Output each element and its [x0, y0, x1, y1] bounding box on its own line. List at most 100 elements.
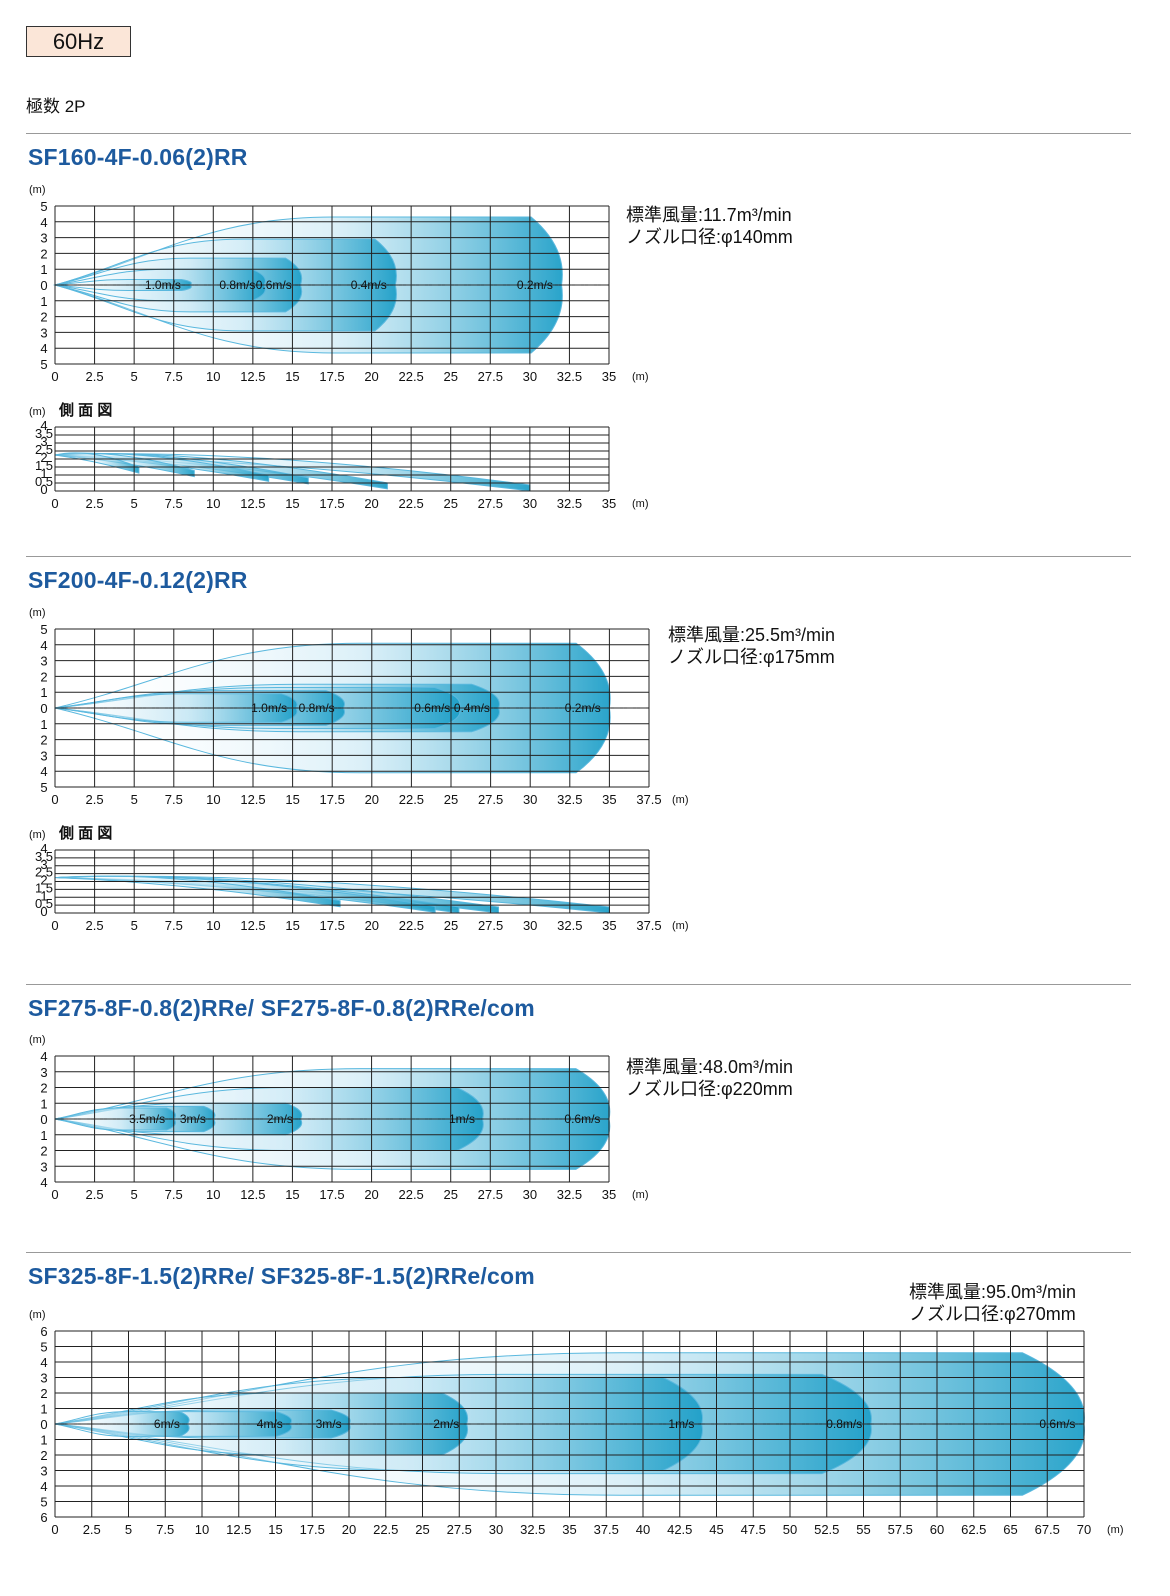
x-tick-label: 30 [523, 1187, 537, 1202]
y-tick-label: 2 [40, 450, 47, 465]
velocity-label: 4m/s [257, 1417, 283, 1431]
x-tick-label: 22.5 [399, 918, 424, 933]
x-tick-label: 67.5 [1035, 1522, 1060, 1537]
spec-block: 標準風量:25.5m³/min ノズル口径:φ175mm [668, 624, 835, 668]
x-tick-label: 37.5 [594, 1522, 619, 1537]
x-tick-label: 5 [131, 496, 138, 511]
x-tick-label: 2.5 [83, 1522, 101, 1537]
x-tick-label: 25 [444, 792, 458, 807]
chart-0: 0 2.5 5 7.5 10 12.5 15 17.5 20 22.5 25 27.5 30 32.5 35… [29, 184, 649, 384]
x-tick-label: 60 [930, 1522, 944, 1537]
side-view-title: 側 面 図 [58, 401, 112, 419]
x-tick-label: 0 [51, 1522, 58, 1537]
x-tick-label: 10 [206, 918, 220, 933]
nozzle-spec: ノズル口径:φ270mm [909, 1304, 1076, 1324]
x-tick-label: 10 [206, 496, 220, 511]
y-tick-label: 1 [40, 1128, 47, 1143]
x-tick-label: 25 [444, 918, 458, 933]
x-tick-label: 27.5 [478, 496, 503, 511]
y-unit-label: (m) [29, 1034, 46, 1046]
y-tick-label: 1 [40, 888, 47, 903]
airflow-spec: 標準風量:95.0m³/min [909, 1282, 1077, 1302]
x-tick-label: 12.5 [226, 1522, 251, 1537]
y-unit-label: (m) [29, 829, 46, 841]
x-tick-label: 5 [131, 1187, 138, 1202]
velocity-label: 0.2m/s [517, 278, 553, 292]
velocity-label: 0.8m/s [299, 701, 335, 715]
airflow-spec: 標準風量:25.5m³/min [668, 625, 836, 645]
x-tick-label: 25 [415, 1522, 429, 1537]
x-tick-label: 30 [523, 918, 537, 933]
y-tick-label: 5 [40, 357, 47, 372]
y-tick-label: 5 [40, 780, 47, 795]
chart-1: 0 2.5 5 7.5 10 12.5 15 17.5 20 22.5 25 27.5 30 32.5 35… [29, 401, 649, 511]
x-tick-label: 20 [364, 1187, 378, 1202]
x-tick-label: 5 [125, 1522, 132, 1537]
x-tick-label: 0 [51, 496, 58, 511]
nozzle-spec: ノズル口径:φ140mm [626, 227, 793, 247]
x-tick-label: 12.5 [240, 918, 265, 933]
velocity-label: 0.6m/s [256, 278, 292, 292]
y-tick-label: 0.5 [35, 474, 53, 489]
airflow-spec: 標準風量:11.7m³/min [626, 205, 792, 225]
x-tick-label: 62.5 [961, 1522, 986, 1537]
x-unit-label: (m) [672, 920, 689, 932]
x-tick-label: 55 [856, 1522, 870, 1537]
y-tick-label: 2 [40, 1386, 47, 1401]
y-tick-label: 1 [40, 1433, 47, 1448]
x-tick-label: 22.5 [398, 496, 423, 511]
x-tick-label: 35 [602, 496, 616, 511]
x-tick-label: 57.5 [888, 1522, 913, 1537]
x-tick-label: 37.5 [636, 918, 661, 933]
spec-block: 標準風量:11.7m³/min ノズル口径:φ140mm [626, 204, 793, 248]
y-tick-label: 2 [40, 1144, 47, 1159]
x-tick-label: 20 [365, 792, 379, 807]
y-tick-label: 3 [40, 434, 47, 449]
spec-block: 標準風量:95.0m³/min ノズル口径:φ270mm [909, 1281, 1076, 1325]
x-tick-label: 32.5 [557, 1187, 582, 1202]
velocity-label: 0.6m/s [564, 1112, 600, 1126]
x-tick-label: 17.5 [300, 1522, 325, 1537]
y-tick-label: 3 [40, 1371, 47, 1386]
y-tick-label: 3.5 [35, 426, 53, 441]
y-tick-label: 5 [40, 1340, 47, 1355]
y-tick-label: 2.5 [35, 865, 53, 880]
x-tick-label: 12.5 [240, 1187, 265, 1202]
airflow-spec: 標準風量:48.0m³/min [626, 1057, 794, 1077]
x-tick-label: 0 [51, 918, 58, 933]
y-tick-label: 1 [40, 717, 47, 732]
y-tick-label: 2 [40, 1448, 47, 1463]
x-tick-label: 35 [602, 369, 616, 384]
x-tick-label: 25 [443, 1187, 457, 1202]
y-tick-label: 0 [40, 1112, 47, 1127]
x-unit-label: (m) [1107, 1524, 1124, 1536]
velocity-label: 3m/s [316, 1417, 342, 1431]
isovel-plume [54, 875, 341, 908]
x-tick-label: 32.5 [557, 792, 582, 807]
x-tick-label: 7.5 [165, 369, 183, 384]
x-tick-label: 2.5 [86, 918, 104, 933]
y-tick-label: 4 [40, 215, 47, 230]
y-tick-label: 0 [40, 482, 47, 497]
side-view-title: 側 面 図 [58, 824, 112, 842]
x-tick-label: 10 [206, 792, 220, 807]
x-tick-label: 65 [1003, 1522, 1017, 1537]
chart-2: 0 2.5 5 7.5 10 12.5 15 17.5 20 22.5 25 27.5 30 32.5 35… [29, 607, 689, 807]
x-tick-label: 47.5 [741, 1522, 766, 1537]
y-tick-label: 3 [40, 1159, 47, 1174]
x-tick-label: 2.5 [86, 792, 104, 807]
y-tick-label: 2 [40, 310, 47, 325]
velocity-label: 0.6m/s [1039, 1417, 1075, 1431]
x-tick-label: 32.5 [557, 369, 582, 384]
x-tick-label: 22.5 [398, 1187, 423, 1202]
y-tick-label: 5 [40, 1495, 47, 1510]
y-tick-label: 1 [40, 1402, 47, 1417]
x-tick-label: 22.5 [373, 1522, 398, 1537]
y-tick-label: 4 [40, 764, 47, 779]
x-tick-label: 32.5 [557, 918, 582, 933]
velocity-label: 0.4m/s [351, 278, 387, 292]
x-tick-label: 32.5 [557, 496, 582, 511]
y-tick-label: 2 [40, 733, 47, 748]
x-tick-label: 27.5 [478, 918, 503, 933]
